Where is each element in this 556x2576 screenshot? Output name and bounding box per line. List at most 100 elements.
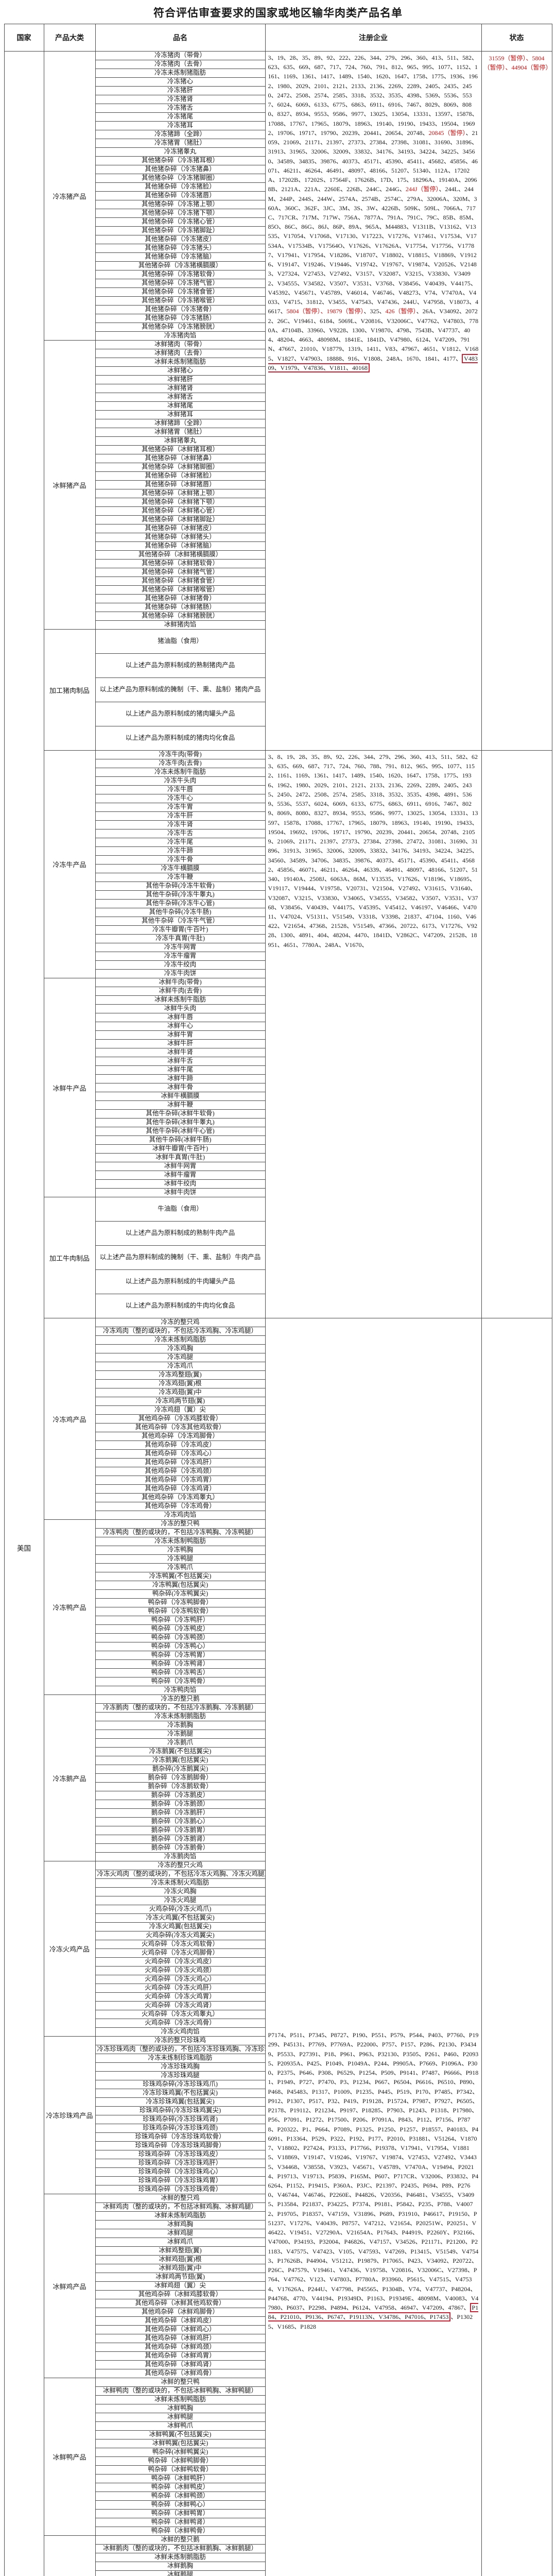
product-name-cell: 冷冻鸭翼(包括翼尖) xyxy=(95,1581,266,1590)
product-name-cell: 其他牛杂碎(冰鲜牛心管) xyxy=(95,1127,266,1136)
table-row: 冰鲜鸭产品 冰鲜的整只鸭 xyxy=(4,2378,552,2536)
product-name-cell: 冰鲜鸭翼(不包括翼尖) xyxy=(95,2430,266,2439)
table-row: 美国 冷冻猪产品 冷冻猪肉（带骨） 3、19、28、35、89、92、222、226、… xyxy=(4,51,552,2576)
product-name-cell: 火鸡杂碎（冷冻火鸡皮） xyxy=(95,1957,266,1967)
table-row: 其他鸡杂碎（冷冻鸡肝） xyxy=(4,1458,552,1467)
table-row: 冰鲜猪肾 xyxy=(4,384,552,393)
table-row: 其他鸡杂碎（冷冻鸡脚骨） xyxy=(4,1432,552,1441)
product-name-cell: 冷冻鸡翅（翼）尖 xyxy=(95,1405,266,1415)
product-name-cell: 冷冻未炼制猪脂肪 xyxy=(95,69,266,78)
product-name-cell: 其他猪杂碎（冰鲜猪膀胱） xyxy=(95,612,266,621)
product-name-cell: 冷冻猪尾 xyxy=(95,112,266,122)
product-name-cell: 其他鸡杂碎（冰鲜鸡颈） xyxy=(95,2343,266,2352)
table-row: 珍珠鸡杂碎(冷冻珍珠鸡爪) xyxy=(4,2080,552,2089)
product-name-cell: 冷冻牛肉(带骨) xyxy=(95,750,266,759)
category-cell: 冷冻鸭产品 xyxy=(43,1519,96,1695)
table-row: 鹅杂碎（冷冻鹅颈） xyxy=(4,1800,552,1809)
product-name-cell: 冷冻牛舌 xyxy=(95,829,266,838)
product-name-cell: 鸭杂碎（冷冻鸭骨） xyxy=(95,1677,266,1686)
product-name-cell: 其他猪杂碎（冷冻猪脑） xyxy=(95,252,266,262)
product-name-cell: 其他牛杂碎(冰鲜牛软骨) xyxy=(95,1109,266,1118)
table-row: 冰鲜鸭翼(包括翼尖) xyxy=(4,2439,552,2448)
table-row: 珍珠鸡杂碎（冷冻珍珠鸡肝） xyxy=(4,2159,552,2168)
product-name-cell: 冰鲜猪舌 xyxy=(95,393,266,402)
product-name-cell: 冷冻鹅胸 xyxy=(95,1721,266,1730)
product-name-cell: 其他猪杂碎（冰鲜猪下颚） xyxy=(95,498,266,507)
product-name-cell: 冰鲜牛尾 xyxy=(95,1065,266,1075)
product-name-cell: 冰鲜鹅肉（整的或块的，不包括冰鲜鹅胸、冰鲜鹅腿） xyxy=(95,2544,266,2553)
table-row: 以上述产品为原料制成的腌制（干、熏、盐制）牛肉产品 xyxy=(4,1245,552,1270)
product-name-cell: 其他鸡杂碎（冷冻鸡骨） xyxy=(95,1502,266,1511)
product-name-cell: 冷冻鹅翼(包括翼尖) xyxy=(95,1756,266,1765)
product-name-cell: 冷冻鸡整翅(翼) xyxy=(95,1370,266,1380)
product-name-cell: 其他鸡杂碎（冰鲜鸡肾） xyxy=(95,2360,266,2369)
table-row: 冰鲜鸡产品 冰鲜的整只鸡 xyxy=(4,2194,552,2378)
table-row: 冷冻火鸡肉馅 xyxy=(4,2027,552,2037)
product-name-cell: 其他猪杂碎（冰鲜猪头） xyxy=(95,533,266,542)
product-name-cell: 鸭杂碎（冰鲜鸭胃） xyxy=(95,2509,266,2518)
product-name-cell: 其他猪杂碎（冷冻猪心管） xyxy=(95,217,266,227)
product-name-cell: 冷冻鸡肉（整的或块的，不包括冷冻鸡胸、冷冻鸡腿） xyxy=(95,1327,266,1336)
table-row: 火鸡杂碎（冷冻火鸡睾丸） xyxy=(4,2010,552,2019)
product-name-cell: 鹅杂碎（冷冻鹅肝） xyxy=(95,1808,266,1818)
table-row: 鹅杂碎（冷冻鹅肾） xyxy=(4,1835,552,1844)
product-name-cell: 冷冻鸭翼(不包括翼尖) xyxy=(95,1572,266,1581)
product-name-cell: 火鸡杂碎(冷冻火鸡爪) xyxy=(95,1905,266,1914)
product-name-cell: 冷冻牛肉(去骨) xyxy=(95,759,266,768)
product-name-cell: 冷冻猪肝 xyxy=(95,86,266,95)
table-row: 火鸡杂碎(冷冻火鸡爪) xyxy=(4,1905,552,1914)
product-name-cell: 冰鲜牛心 xyxy=(95,1022,266,1031)
table-row: 冷冻鸭肉（整的或块的，不包括冷冻鸭胸、冷冻鸭腿） xyxy=(4,1528,552,1537)
category-cell: 冷冻鸡产品 xyxy=(43,1318,96,1520)
product-name-cell: 其他猪杂碎（冰鲜猪上颚） xyxy=(95,489,266,498)
product-name-cell: 冷冻牛唇 xyxy=(95,785,266,794)
product-name-cell: 冷冻火鸡翼(包括翼尖) xyxy=(95,1922,266,1931)
enterprise-numbers: P7174、P511、P7345、P8727、P190、P551、P579、P5… xyxy=(268,2031,479,2312)
product-name-cell: 其他猪杂碎（冷冻猪耳根） xyxy=(95,156,266,165)
product-name-cell: 冷冻猪肾 xyxy=(95,95,266,104)
product-name-cell: 冰鲜牛胃 xyxy=(95,1030,266,1040)
product-name-cell: 冷冻猪肉（去骨） xyxy=(95,60,266,69)
product-name-cell: 其他鸡杂碎（冰鲜鸡心） xyxy=(95,2325,266,2334)
product-name-cell: 冷冻鹅爪 xyxy=(95,1738,266,1748)
category-cell: 加工牛肉制品 xyxy=(43,1197,96,1318)
table-row: 其他鸡杂碎（冷冻鸡膝软骨） xyxy=(4,1414,552,1423)
product-name-cell: 冰鲜牛瘤胃 xyxy=(95,1171,266,1180)
product-name-cell: 其他牛杂碎(冷冻牛心管) xyxy=(95,899,266,908)
table-row: 其他猪杂碎（冷冻猪气管） xyxy=(4,279,552,288)
product-name-cell: 冰鲜鹅腿 xyxy=(95,2570,266,2576)
product-name-cell: 冷冻鹅翼(不包括翼尖) xyxy=(95,1747,266,1756)
col-header-country: 国家 xyxy=(4,24,44,52)
table-row: 珍珠鸡杂碎（冷冻珍珠鸡骨） xyxy=(4,2185,552,2194)
table-row: 冷冻鸡产品 冷冻的整只鸡 P7174、P511、P7345、P8727、P190、P… xyxy=(4,1318,552,2576)
status-cell xyxy=(481,750,552,1318)
product-name-cell: 冰鲜牛舌 xyxy=(95,1057,266,1066)
col-header-category: 产品大类 xyxy=(43,24,96,52)
table-row: 鸭杂碎（冰鲜鸭肝） xyxy=(4,2474,552,2483)
product-name-cell: 冷冻火鸡肉（整的或块的，不包括冷冻火鸡胸、冷冻火鸡腿） xyxy=(95,1870,266,1879)
enterprise-numbers: 、244L、244M、244P、244S、244W、2574A、2574B、25… xyxy=(268,185,479,315)
product-name-cell: 其他鸡杂碎（冰鲜其他鸡软骨） xyxy=(95,2299,266,2308)
product-name-cell: 鹅杂碎（冷冻鹅皮） xyxy=(95,1791,266,1800)
product-name-cell: 其他猪杂碎（冷冻猪骨） xyxy=(95,305,266,314)
product-name-cell: 珍珠鸡杂碎（冷冻珍珠鸡皮） xyxy=(95,2150,266,2159)
product-name-cell: 鹅杂碎（冷冻鹅胃） xyxy=(95,1826,266,1835)
table-row: 珍珠鸡杂碎（冷冻珍珠鸡脚骨） xyxy=(4,2141,552,2150)
product-name-cell: 其他猪杂碎（冷冻猪脸） xyxy=(95,182,266,192)
product-name-cell: 火鸡杂碎（冷冻火鸡颈） xyxy=(95,1966,266,1975)
product-name-cell: 其他猪杂碎（冷冻猪头） xyxy=(95,244,266,253)
product-name-cell: 冷冻牛瘤胃 xyxy=(95,952,266,961)
table-row: 珍珠鸡杂碎(冷冻珍珠鸡肾) xyxy=(4,2115,552,2124)
product-name-cell: 以上述产品为原料制成的熟制猪肉产品 xyxy=(95,653,266,678)
table-row: 火鸡杂碎（冷冻火鸡肝） xyxy=(4,1984,552,1993)
table-row: 冰鲜猪睾丸 xyxy=(4,436,552,446)
product-name-cell: 冰鲜鸡肉（整的或块的，不包括冰鲜鸡胸、冰鲜鸡腿） xyxy=(95,2202,266,2212)
suspended-entry: 20845（暂停） xyxy=(428,129,466,137)
product-name-cell: 冷冻未炼制鸡脂肪 xyxy=(95,1335,266,1345)
product-name-cell: 其他猪杂碎（冰鲜猪心管） xyxy=(95,506,266,516)
product-name-cell: 其他猪杂碎（冷冻猪膀胱） xyxy=(95,323,266,332)
product-name-cell: 其他猪杂碎（冰鲜猪唇） xyxy=(95,480,266,489)
product-name-cell: 冷冻牛横膈膜 xyxy=(95,864,266,873)
table-row: 鸭杂碎（冰鲜鸭胃） xyxy=(4,2509,552,2518)
table-row: 其他猪杂碎（冷冻猪唇） xyxy=(4,191,552,200)
